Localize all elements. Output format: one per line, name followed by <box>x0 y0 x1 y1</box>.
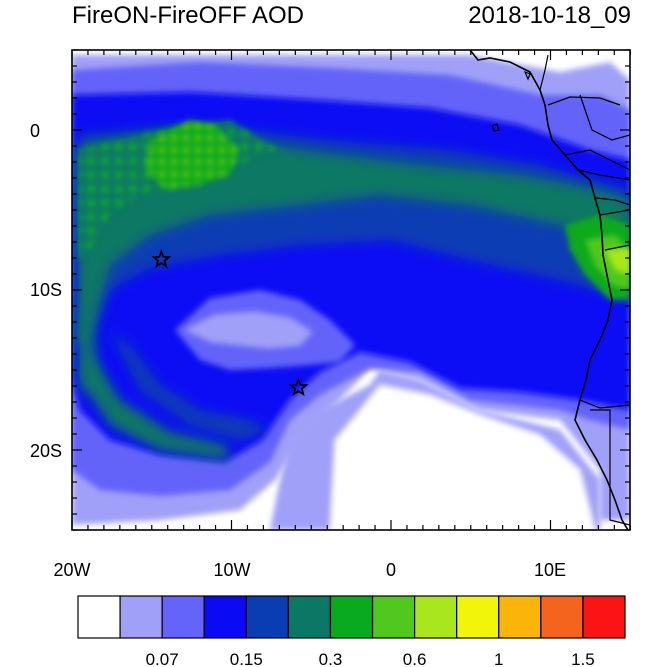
colorbar-labels: 0.07 0.15 0.3 0.6 1 1.5 <box>146 650 595 667</box>
colorbar-swatch <box>540 595 584 639</box>
colorbar-label: 1.5 <box>571 650 595 667</box>
colorbar-swatch <box>371 595 416 639</box>
colorbar-label: 0.07 <box>146 650 179 667</box>
coastline <box>469 50 629 530</box>
x-tick-label: 10E <box>534 560 566 580</box>
colorbar-swatch <box>329 595 374 639</box>
star-marker-1 <box>151 249 172 269</box>
colorbar-swatch <box>582 595 626 639</box>
colorbar-swatch <box>287 595 332 639</box>
colorbar-swatch <box>203 595 247 639</box>
colorbar-swatch <box>161 595 205 639</box>
star-marker-2 <box>288 377 309 397</box>
colorbar-label: 0.3 <box>319 650 343 667</box>
colorbar-swatch <box>498 595 542 639</box>
x-tick-label: 20W <box>53 560 90 580</box>
colorbar-label: 1 <box>494 650 503 667</box>
colorbar-swatch <box>414 595 458 639</box>
y-tick-label: 0 <box>30 121 40 141</box>
colorbar-label: 0.15 <box>230 650 263 667</box>
axis-ticks <box>71 49 631 531</box>
colorbar-label: 0.6 <box>403 650 427 667</box>
map-title: FireON-FireOFF AOD <box>72 2 304 29</box>
map-timestamp: 2018-10-18_09 <box>468 2 631 29</box>
colorbar-swatch <box>456 595 500 639</box>
x-tick-label: 10W <box>213 560 250 580</box>
y-tick-label: 10S <box>30 280 62 300</box>
colorbar-swatch <box>245 595 289 639</box>
colorbar-swatch <box>77 595 121 639</box>
x-tick-label: 0 <box>386 560 396 580</box>
colorbar-swatch <box>119 595 163 639</box>
y-tick-label: 20S <box>30 441 62 461</box>
aod-field <box>72 50 630 530</box>
colorbar <box>77 595 626 639</box>
